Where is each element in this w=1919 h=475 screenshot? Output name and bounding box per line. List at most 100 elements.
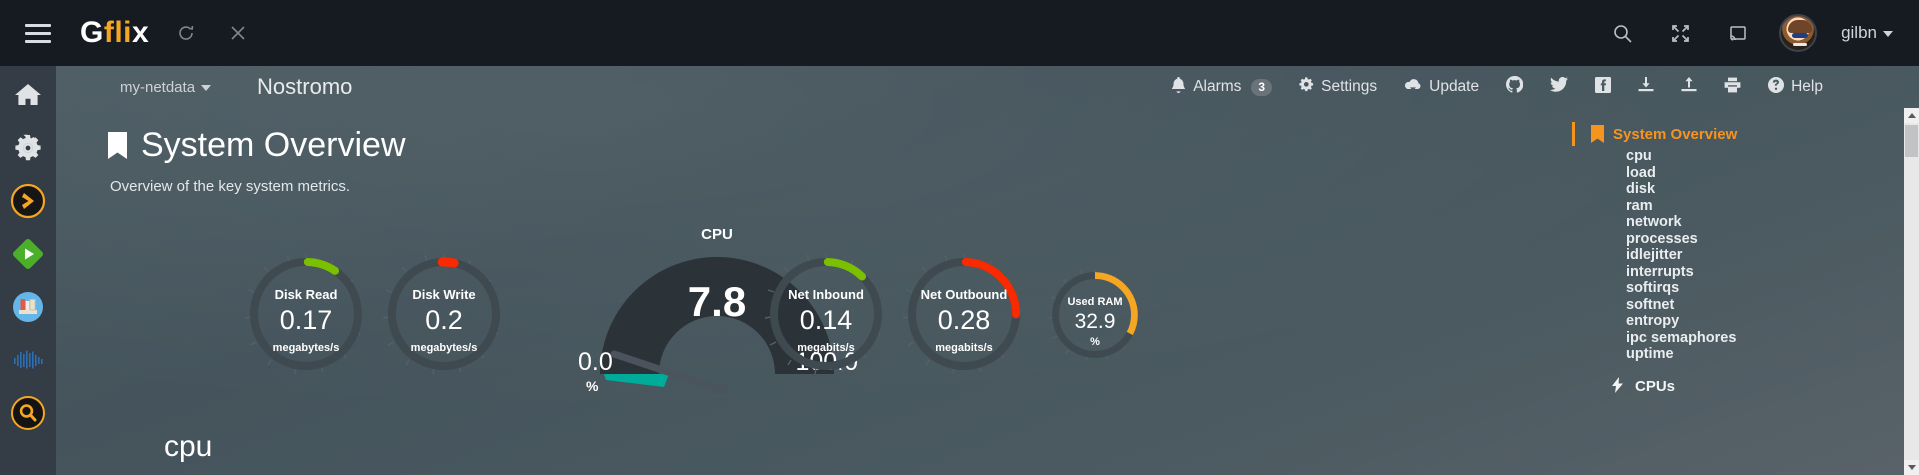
close-icon[interactable]: [221, 16, 255, 50]
rail-item-settings[interactable]: [7, 129, 49, 171]
print-button[interactable]: [1724, 77, 1741, 98]
toc-item-uptime[interactable]: uptime: [1626, 346, 1674, 362]
github-link[interactable]: [1506, 75, 1524, 98]
rail-item-library[interactable]: [7, 288, 49, 330]
play-diamond-icon: [10, 236, 46, 277]
hamburger-bar: [25, 39, 51, 43]
toc-item-idlejitter[interactable]: idlejitter: [1626, 247, 1683, 263]
print-icon: [1724, 77, 1741, 98]
scrollbar-thumb[interactable]: [1905, 125, 1918, 157]
reload-icon[interactable]: [169, 16, 203, 50]
scrollbar[interactable]: [1904, 108, 1919, 475]
toc-item-interrupts[interactable]: interrupts: [1626, 263, 1694, 280]
gauge-value: 0.28: [937, 305, 991, 335]
toc-item-ram[interactable]: ram: [1626, 197, 1653, 214]
netdata-dashboard: my-netdata Nostromo Alarms 3: [0, 66, 1919, 475]
rail-item-search[interactable]: [7, 394, 49, 436]
bookmark-icon: [108, 132, 127, 159]
main-content: System Overview Overview of the key syst…: [56, 108, 1556, 475]
toc-item-softnet[interactable]: softnet: [1626, 296, 1675, 313]
toc-item-processes[interactable]: processes: [1626, 230, 1698, 247]
chevron-down-icon: [1907, 465, 1916, 470]
table-of-contents: System Overview cpu load disk ram networ…: [1556, 108, 1904, 475]
host-selector[interactable]: my-netdata: [120, 78, 212, 96]
cast-icon[interactable]: [1721, 16, 1755, 50]
toc-item-ipc-semaphores[interactable]: ipc semaphores: [1626, 329, 1737, 346]
gauge-net-inbound[interactable]: Net Inbound 0.14 megabits/s: [764, 252, 888, 376]
chevron-down-icon: [1883, 30, 1893, 37]
import-button[interactable]: [1638, 76, 1654, 98]
gauge-disk-read[interactable]: Disk Read 0.17 megabytes/s: [244, 252, 368, 376]
home-icon: [14, 82, 42, 113]
update-button[interactable]: Update: [1404, 78, 1479, 97]
left-icon-rail: [0, 66, 56, 475]
alarms-count-badge: 3: [1251, 78, 1273, 96]
toc-item-disk[interactable]: disk: [1626, 181, 1656, 197]
bolt-icon: [1612, 376, 1623, 397]
rail-item-home[interactable]: [7, 76, 49, 118]
toc-item-load[interactable]: load: [1626, 164, 1656, 181]
rail-item-sound[interactable]: [7, 341, 49, 383]
twitter-link[interactable]: [1550, 77, 1569, 97]
gauge-min: 0.0: [578, 348, 613, 376]
net-outbound-ring: [902, 254, 1021, 375]
gauge-label: Used RAM: [1067, 296, 1123, 308]
help-label: Help: [1791, 78, 1823, 95]
scroll-down-button[interactable]: [1904, 460, 1919, 475]
toc-item-entropy[interactable]: entropy: [1626, 313, 1680, 329]
top-bar-actions: gilbn: [1605, 14, 1919, 52]
hamburger-icon[interactable]: [18, 13, 58, 53]
user-menu[interactable]: gilbn: [1841, 23, 1893, 43]
chevron-down-icon: [201, 84, 212, 91]
gauge-label: CPU: [701, 226, 733, 243]
page-title: System Overview: [108, 126, 406, 165]
toc-cpus-label: CPUs: [1635, 378, 1676, 395]
gauge-label: Net Inbound: [788, 287, 864, 302]
toc-item-cpus[interactable]: CPUs: [1612, 376, 1904, 397]
gauge-net-outbound[interactable]: Net Outbound 0.28 megabits/s: [902, 252, 1026, 376]
import-icon: [1638, 76, 1654, 98]
navbar-actions: Alarms 3 Settings Update: [1171, 75, 1863, 98]
gauge-units: %: [586, 378, 599, 394]
gear-icon: [1299, 77, 1314, 97]
gear-icon: [14, 134, 42, 167]
facebook-link[interactable]: [1595, 76, 1612, 98]
page-subtitle: Overview of the key system metrics.: [110, 178, 351, 195]
rail-item-plex[interactable]: [7, 235, 49, 277]
used-ram-ring: [1048, 269, 1138, 361]
export-button[interactable]: [1681, 76, 1697, 98]
page-title-text: System Overview: [141, 126, 406, 164]
chevron-up-icon: [1907, 113, 1916, 118]
alarms-button[interactable]: Alarms 3: [1171, 76, 1273, 98]
twitter-icon: [1550, 77, 1569, 97]
chevron-circle-icon: [10, 183, 46, 224]
gauge-label: Disk Write: [412, 287, 476, 302]
toc-item-cpu[interactable]: cpu: [1626, 148, 1652, 164]
gauge-disk-write[interactable]: Disk Write 0.2 megabytes/s: [382, 252, 506, 376]
toc-header-label: System Overview: [1613, 125, 1738, 143]
browser-top-bar: Gflix: [0, 0, 1919, 66]
settings-button[interactable]: Settings: [1299, 77, 1377, 97]
gauge-value: 0.14: [799, 305, 853, 335]
host-selector-label: my-netdata: [120, 78, 196, 96]
gauge-used-ram[interactable]: Used RAM 32.9 %: [1048, 268, 1142, 362]
scroll-up-button[interactable]: [1904, 108, 1919, 123]
books-icon: [11, 290, 45, 329]
toc-item-network[interactable]: network: [1626, 214, 1682, 230]
toc-header[interactable]: System Overview: [1572, 122, 1904, 146]
rail-item-overseerr[interactable]: [7, 182, 49, 224]
toc-item-softirqs[interactable]: softirqs: [1626, 280, 1680, 296]
netdata-navbar: my-netdata Nostromo Alarms 3: [56, 66, 1863, 108]
gauge-cpu[interactable]: CPU 7.8 0.0 100.0 %: [578, 226, 858, 416]
search-icon[interactable]: [1605, 16, 1639, 50]
avatar[interactable]: [1779, 14, 1818, 52]
bookmark-icon: [1591, 125, 1604, 143]
hostname-label: Nostromo: [257, 74, 353, 99]
gauge-value: 0.2: [425, 305, 463, 335]
cpu-arc: [600, 257, 834, 394]
help-button[interactable]: Help: [1768, 76, 1823, 98]
username-label: gilbn: [1841, 23, 1877, 42]
gauge-value: 0.17: [279, 305, 333, 335]
expand-icon[interactable]: [1663, 16, 1697, 50]
gauge-value: 32.9: [1074, 310, 1116, 333]
